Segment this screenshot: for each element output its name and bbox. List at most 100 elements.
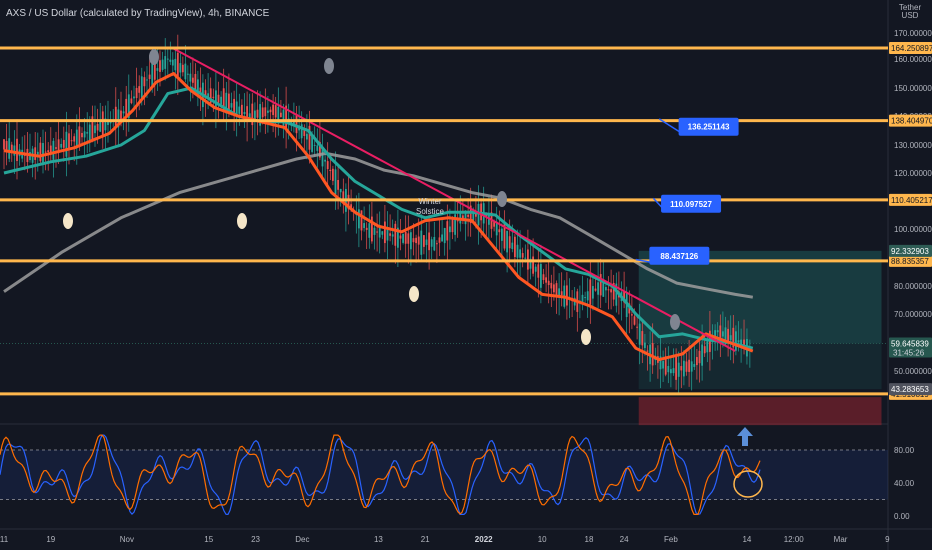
candle-body — [57, 139, 60, 153]
candle-body — [42, 143, 44, 165]
candle-body — [120, 110, 122, 121]
level-price-badge — [889, 114, 932, 127]
price-tick-label: 70.000000 — [894, 310, 932, 319]
candle-body — [511, 242, 514, 250]
level-price-label: 110.405217 — [891, 196, 932, 205]
candle-body — [376, 231, 378, 233]
candle-body — [677, 362, 680, 377]
candle-body — [254, 110, 256, 121]
candle-body — [615, 283, 618, 306]
candle-body — [631, 314, 633, 316]
candle-body — [664, 356, 667, 375]
candle-body — [540, 264, 542, 288]
candle-body — [469, 205, 472, 224]
candle-body — [212, 96, 215, 98]
price-badge-label: 43.283653 — [891, 385, 929, 394]
candle-body — [740, 339, 742, 347]
candle-body — [306, 133, 308, 140]
candle-body — [636, 326, 638, 328]
candle-body — [477, 203, 480, 226]
candle-body — [313, 144, 316, 146]
candle-body — [39, 142, 42, 162]
candle-body — [381, 231, 384, 235]
candle-body — [436, 243, 438, 245]
candle-body — [397, 227, 399, 248]
time-tick-label: 14 — [742, 535, 751, 544]
candle-body — [220, 96, 222, 105]
price-tick-label: 130.000000 — [894, 141, 932, 150]
candle-body — [122, 111, 125, 114]
full-moon-icon — [581, 329, 591, 345]
candle-body — [688, 359, 690, 372]
countdown-label: 31:45:26 — [893, 349, 925, 358]
candle-body — [243, 111, 246, 115]
moving-average-line-3 — [3, 72, 754, 362]
candle-body — [308, 125, 311, 150]
candle-body — [52, 140, 55, 160]
candle-body — [222, 88, 225, 112]
candle-body — [65, 131, 68, 157]
candle-body — [732, 327, 735, 348]
candle-body — [228, 93, 230, 112]
candle-body — [91, 116, 94, 142]
callout-box — [678, 117, 739, 136]
candle-body — [659, 356, 662, 370]
candle-body — [438, 237, 441, 243]
price-badge-label: 59.645839 — [891, 340, 929, 349]
candle-body — [347, 194, 350, 210]
time-tick-label: 23 — [251, 535, 260, 544]
candle-body — [339, 188, 342, 193]
candle-body — [602, 279, 605, 297]
candle-body — [94, 125, 96, 134]
candle-body — [605, 287, 607, 291]
price-tick-label: 80.000000 — [894, 282, 932, 291]
candle-body — [334, 169, 337, 195]
candle-body — [55, 147, 57, 149]
candle-body — [685, 361, 688, 372]
candle-body — [13, 145, 16, 156]
candle-body — [417, 236, 420, 245]
candle-body — [589, 279, 592, 305]
candle-body — [99, 121, 102, 132]
candle-body — [560, 291, 563, 296]
new-moon-icon — [497, 191, 507, 207]
callout-box — [649, 246, 710, 265]
candle-body — [441, 234, 443, 242]
candle-body — [166, 58, 169, 60]
candle-body — [169, 59, 172, 62]
candle-body — [125, 98, 128, 117]
level-price-badge — [889, 41, 932, 54]
candle-body — [138, 86, 141, 93]
candle-body — [44, 151, 47, 153]
candle-body — [174, 58, 177, 71]
time-tick-label: 10 — [538, 535, 547, 544]
price-axis-bg — [888, 0, 932, 550]
candle-body — [550, 282, 553, 289]
candle-body — [225, 92, 228, 114]
candle-body — [724, 327, 727, 345]
candle-body — [256, 109, 259, 118]
candle-body — [186, 73, 189, 75]
candle-body — [399, 235, 402, 239]
candle-body — [194, 73, 197, 92]
candle-body — [5, 141, 8, 151]
candle-body — [176, 52, 179, 77]
candle-body — [363, 223, 365, 229]
candle-body — [209, 88, 212, 103]
candle-body — [326, 161, 329, 170]
candle-body — [282, 109, 285, 126]
candle-body — [727, 328, 729, 342]
candle-body — [599, 274, 602, 296]
price-tick-label: 150.000000 — [894, 84, 932, 93]
candle-body — [161, 59, 164, 70]
candle-body — [597, 282, 599, 295]
candle-body — [10, 144, 13, 152]
oscillator-tick-label: 80.00 — [894, 446, 915, 455]
highlight-circle — [733, 470, 763, 498]
level-price-label: 88.835357 — [891, 257, 929, 266]
candle-body — [104, 118, 107, 131]
candle-body — [696, 357, 698, 366]
candle-body — [454, 214, 456, 235]
candle-body — [217, 94, 220, 103]
